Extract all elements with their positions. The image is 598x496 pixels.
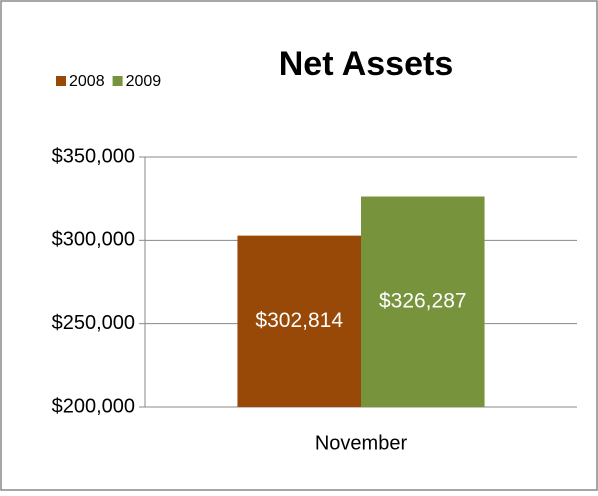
y-tick-label: $250,000 <box>52 312 135 334</box>
value-label: $326,287 <box>379 289 467 312</box>
legend-swatch <box>112 76 123 86</box>
y-tick-label: $350,000 <box>52 145 135 167</box>
bar <box>237 235 361 407</box>
y-tick-label: $200,000 <box>52 395 135 417</box>
x-tick-label: November <box>315 432 408 454</box>
chart-title: Net Assets <box>279 45 453 83</box>
y-tick-label: $300,000 <box>52 229 135 251</box>
legend-swatch <box>56 76 66 86</box>
legend-label: 2009 <box>126 73 162 90</box>
bar <box>361 196 485 407</box>
value-label: $302,814 <box>255 309 343 332</box>
legend-label: 2008 <box>69 73 105 90</box>
